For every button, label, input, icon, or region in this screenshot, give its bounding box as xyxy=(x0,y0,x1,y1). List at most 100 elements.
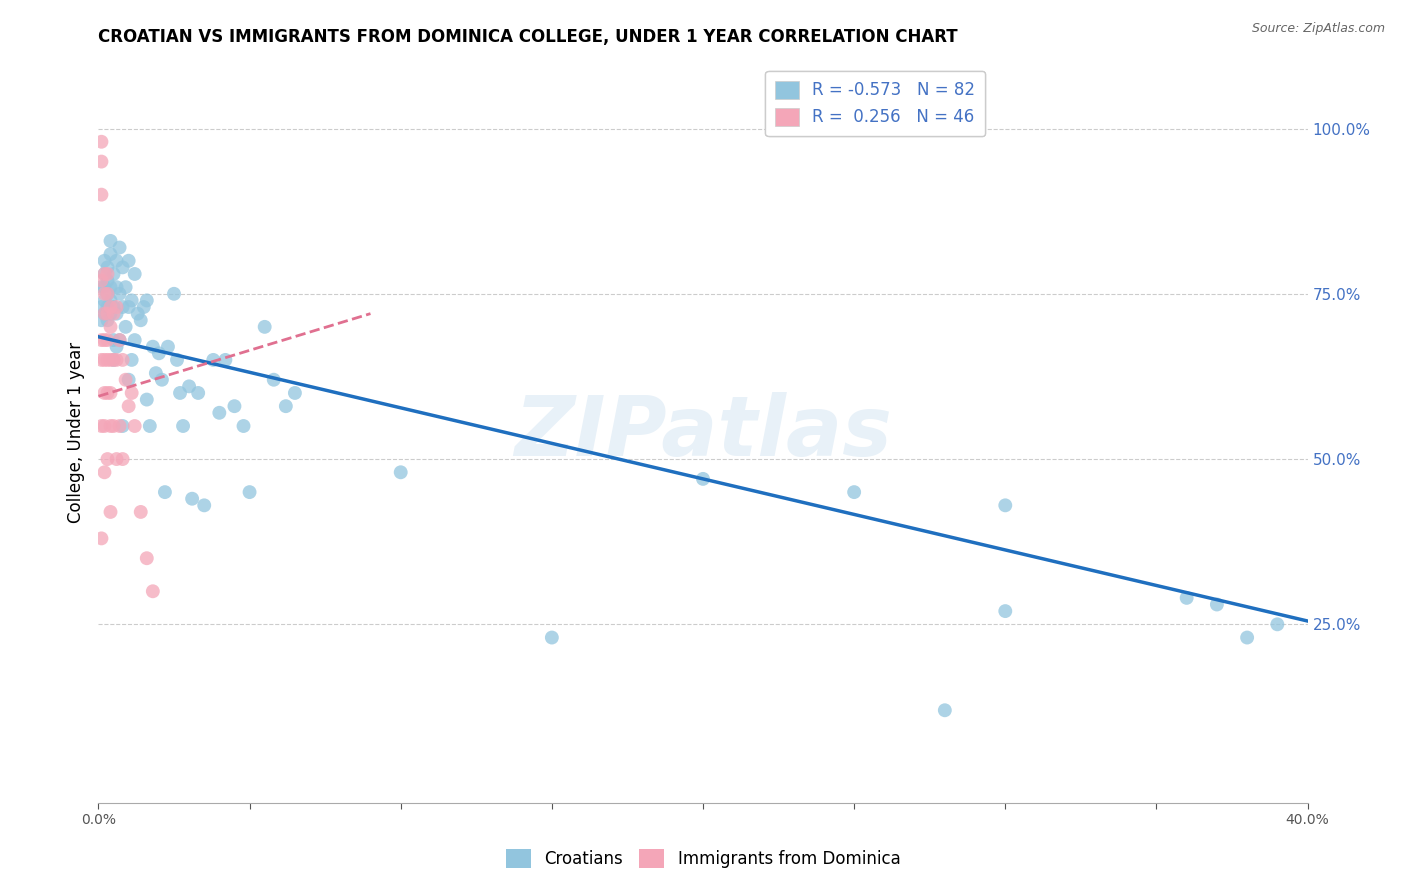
Point xyxy=(172,419,194,434)
Point xyxy=(100,352,122,367)
Point xyxy=(96,452,118,467)
Point xyxy=(114,280,136,294)
Point xyxy=(90,419,112,434)
Point xyxy=(129,313,152,327)
Point xyxy=(153,485,176,500)
Point xyxy=(193,499,215,513)
Point xyxy=(1206,598,1229,612)
Point xyxy=(96,260,118,275)
Point xyxy=(108,240,131,255)
Point xyxy=(103,352,125,367)
Point xyxy=(96,274,118,288)
Point xyxy=(692,472,714,486)
Point xyxy=(118,373,141,387)
Point xyxy=(135,551,157,566)
Point xyxy=(90,187,112,202)
Point xyxy=(232,419,254,434)
Point xyxy=(96,307,118,321)
Point xyxy=(118,300,141,314)
Point xyxy=(90,154,112,169)
Point xyxy=(96,300,118,314)
Point xyxy=(96,313,118,327)
Point xyxy=(111,452,134,467)
Point xyxy=(121,352,143,367)
Point xyxy=(93,286,115,301)
Point xyxy=(103,352,125,367)
Point xyxy=(263,373,285,387)
Legend: Croatians, Immigrants from Dominica: Croatians, Immigrants from Dominica xyxy=(499,843,907,875)
Point xyxy=(103,267,125,281)
Point xyxy=(142,340,165,354)
Point xyxy=(93,267,115,281)
Point xyxy=(93,253,115,268)
Point xyxy=(96,286,118,301)
Point xyxy=(127,307,149,321)
Text: Source: ZipAtlas.com: Source: ZipAtlas.com xyxy=(1251,22,1385,36)
Point xyxy=(181,491,204,506)
Point xyxy=(150,373,173,387)
Point xyxy=(224,399,246,413)
Point xyxy=(132,300,155,314)
Point xyxy=(253,319,276,334)
Point xyxy=(90,352,112,367)
Point xyxy=(202,352,225,367)
Point xyxy=(93,352,115,367)
Point xyxy=(214,352,236,367)
Point xyxy=(156,340,179,354)
Point xyxy=(103,307,125,321)
Point xyxy=(389,465,412,479)
Point xyxy=(103,419,125,434)
Point xyxy=(100,280,122,294)
Point xyxy=(100,386,122,401)
Point xyxy=(124,419,146,434)
Point xyxy=(274,399,297,413)
Point xyxy=(169,386,191,401)
Point xyxy=(96,352,118,367)
Point xyxy=(93,280,115,294)
Point xyxy=(111,300,134,314)
Point xyxy=(105,280,128,294)
Point xyxy=(93,307,115,321)
Point xyxy=(239,485,262,500)
Point xyxy=(284,386,307,401)
Text: ZIPatlas: ZIPatlas xyxy=(515,392,891,473)
Point xyxy=(100,247,122,261)
Point xyxy=(124,267,146,281)
Point xyxy=(93,333,115,347)
Point xyxy=(139,419,162,434)
Point xyxy=(93,307,115,321)
Point xyxy=(114,319,136,334)
Point xyxy=(90,300,112,314)
Point xyxy=(90,313,112,327)
Point xyxy=(934,703,956,717)
Point xyxy=(187,386,209,401)
Point xyxy=(90,274,112,288)
Point xyxy=(135,293,157,308)
Point xyxy=(118,253,141,268)
Y-axis label: College, Under 1 year: College, Under 1 year xyxy=(66,342,84,524)
Point xyxy=(135,392,157,407)
Point xyxy=(105,352,128,367)
Point xyxy=(121,293,143,308)
Text: CROATIAN VS IMMIGRANTS FROM DOMINICA COLLEGE, UNDER 1 YEAR CORRELATION CHART: CROATIAN VS IMMIGRANTS FROM DOMINICA COL… xyxy=(98,28,957,45)
Point xyxy=(111,260,134,275)
Point xyxy=(93,293,115,308)
Point xyxy=(121,386,143,401)
Point xyxy=(90,532,112,546)
Point xyxy=(96,333,118,347)
Point xyxy=(90,333,112,347)
Point xyxy=(166,352,188,367)
Point xyxy=(100,307,122,321)
Point xyxy=(105,307,128,321)
Point xyxy=(100,419,122,434)
Point xyxy=(100,293,122,308)
Point xyxy=(145,366,167,380)
Point xyxy=(844,485,866,500)
Point xyxy=(1267,617,1289,632)
Point xyxy=(103,333,125,347)
Point xyxy=(118,399,141,413)
Point xyxy=(108,333,131,347)
Point xyxy=(93,419,115,434)
Point xyxy=(111,352,134,367)
Point xyxy=(105,253,128,268)
